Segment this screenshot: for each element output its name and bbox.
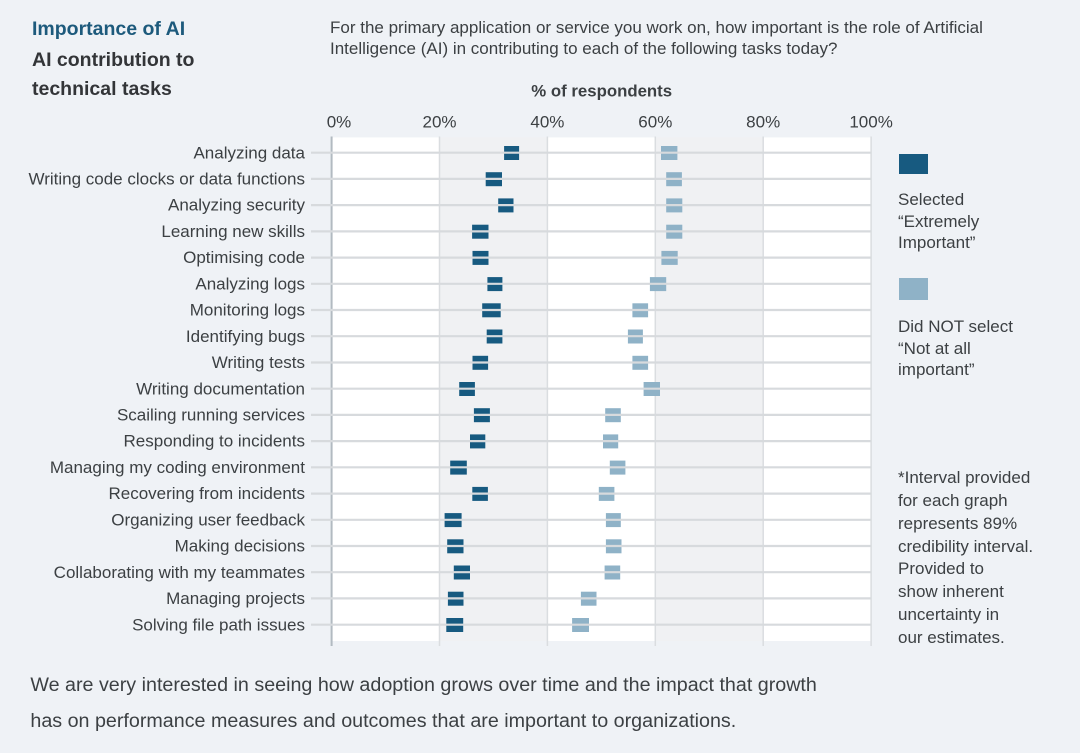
- svg-text:Identifying bugs: Identifying bugs: [186, 327, 305, 346]
- svg-text:Managing projects: Managing projects: [166, 589, 305, 608]
- svg-text:% of respondents: % of respondents: [531, 82, 672, 101]
- svg-text:60%: 60%: [638, 113, 672, 132]
- svg-text:Analyzing security: Analyzing security: [168, 196, 306, 215]
- svg-text:100%: 100%: [849, 113, 892, 132]
- svg-text:Analyzing logs: Analyzing logs: [195, 274, 305, 293]
- svg-text:Collaborating with my teammate: Collaborating with my teammates: [54, 563, 305, 582]
- svg-text:Optimising code: Optimising code: [183, 248, 305, 267]
- svg-text:Monitoring logs: Monitoring logs: [190, 301, 305, 320]
- svg-text:Scailing running services: Scailing running services: [117, 406, 305, 425]
- svg-text:Learning new skills: Learning new skills: [161, 222, 305, 241]
- svg-text:Writing documentation: Writing documentation: [136, 379, 305, 398]
- svg-text:Making decisions: Making decisions: [175, 537, 305, 556]
- svg-text:Recovering from incidents: Recovering from incidents: [108, 484, 305, 503]
- svg-text:80%: 80%: [746, 113, 780, 132]
- svg-text:0%: 0%: [327, 113, 352, 132]
- svg-text:Writing code clocks or data fu: Writing code clocks or data functions: [28, 170, 305, 189]
- svg-text:Organizing user feedback: Organizing user feedback: [111, 510, 305, 529]
- svg-text:Analyzing data: Analyzing data: [193, 143, 305, 162]
- svg-text:Managing my coding environment: Managing my coding environment: [50, 458, 305, 477]
- svg-text:Responding to incidents: Responding to incidents: [124, 432, 305, 451]
- svg-text:Solving file path issues: Solving file path issues: [132, 615, 305, 634]
- svg-text:Writing tests: Writing tests: [212, 353, 305, 372]
- svg-text:20%: 20%: [422, 113, 456, 132]
- svg-text:40%: 40%: [530, 113, 564, 132]
